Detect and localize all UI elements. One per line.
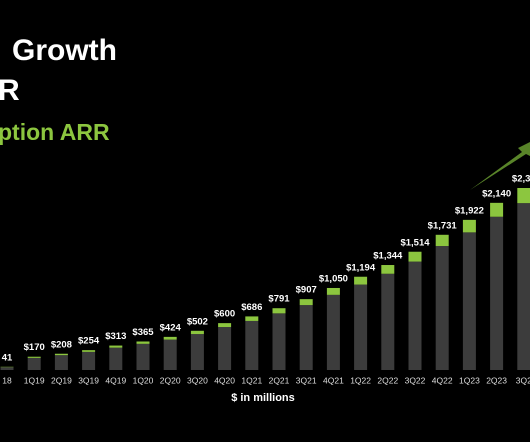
- x-tick-label: 1Q19: [24, 375, 45, 385]
- bar-base: [0, 367, 14, 370]
- x-tick-label: 3Q20: [187, 375, 208, 385]
- title-line: Growth: [12, 34, 117, 67]
- bar-top: [218, 323, 232, 328]
- x-tick-label: 3Q19: [78, 375, 99, 385]
- bar-base: [272, 313, 286, 370]
- x-tick-label: 1Q23: [459, 375, 480, 385]
- x-tick-label: 2Q21: [269, 375, 290, 385]
- value-label: $1,344: [373, 251, 403, 262]
- bar-base: [27, 357, 41, 370]
- x-tick-label: 1Q22: [350, 375, 371, 385]
- bar-base: [435, 246, 449, 370]
- bar-top: [408, 251, 422, 262]
- x-tick-label: 1Q21: [241, 375, 262, 385]
- bar-top: [435, 234, 449, 247]
- value-label: $2,33: [512, 174, 530, 185]
- bar-base: [136, 343, 150, 370]
- bar-top: [462, 219, 476, 233]
- bar-top: [82, 350, 96, 352]
- bar-base: [163, 339, 177, 370]
- value-label: $502: [187, 316, 208, 327]
- bar-base: [245, 320, 259, 370]
- bar-base: [354, 284, 368, 370]
- bar-top: [54, 353, 68, 356]
- value-label: $1,731: [428, 220, 458, 231]
- x-tick-label: 4Q20: [214, 375, 235, 385]
- value-label: $254: [78, 336, 100, 347]
- value-label: $907: [296, 285, 317, 296]
- bar-top: [354, 276, 368, 285]
- bar-top: [490, 202, 504, 217]
- value-label: $1,194: [346, 262, 376, 273]
- value-label: $424: [160, 322, 182, 333]
- value-label: $365: [132, 327, 154, 338]
- x-tick-label: 4Q21: [323, 375, 344, 385]
- x-tick-label: 2Q22: [377, 375, 398, 385]
- x-tick-label: 18: [2, 375, 12, 385]
- x-tick-label: 4Q19: [105, 375, 126, 385]
- bar-top: [163, 336, 177, 340]
- x-tick-label: 2Q23: [486, 375, 507, 385]
- bar-top: [27, 356, 41, 358]
- x-axis-label: $ in millions: [231, 392, 295, 404]
- bar-base: [109, 347, 123, 370]
- value-label: $1,514: [400, 237, 430, 248]
- value-label: $208: [51, 339, 72, 350]
- bar-top: [299, 299, 313, 306]
- bar-base: [190, 334, 204, 370]
- bar-base: [517, 203, 530, 370]
- bar-top: [136, 341, 150, 344]
- x-tick-label: 3Q2: [516, 375, 530, 385]
- value-label: $313: [105, 331, 126, 342]
- bar-top: [109, 345, 123, 348]
- value-label: $1,922: [455, 205, 484, 216]
- value-label: $1,050: [319, 273, 348, 284]
- subtitle: ption ARR: [0, 119, 110, 145]
- bar-top: [381, 265, 395, 274]
- value-label: 41: [2, 352, 13, 363]
- bar-base: [82, 351, 96, 370]
- x-tick-label: 4Q22: [432, 375, 453, 385]
- bar-base: [381, 273, 395, 370]
- value-label: $686: [241, 302, 262, 313]
- x-tick-label: 1Q20: [133, 375, 154, 385]
- bar-top: [326, 287, 340, 295]
- bar-top: [245, 316, 259, 321]
- bar-base: [408, 261, 422, 370]
- bar-base: [218, 327, 232, 370]
- bar-base: [54, 355, 68, 370]
- trend-arrow: [470, 142, 530, 190]
- bar-top: [190, 330, 204, 335]
- bar-top: [517, 188, 530, 204]
- value-label: $600: [214, 309, 235, 320]
- bar-top: [272, 308, 286, 314]
- bar-base: [462, 232, 476, 370]
- value-label: $2,140: [482, 188, 511, 199]
- x-tick-label: 3Q22: [405, 375, 426, 385]
- bar-base: [299, 305, 313, 370]
- x-tick-label: 3Q21: [296, 375, 317, 385]
- x-tick-label: 2Q19: [51, 375, 72, 385]
- bar-base: [490, 216, 504, 370]
- value-label: $170: [24, 342, 45, 353]
- value-label: $791: [268, 294, 290, 305]
- bar-base: [326, 294, 340, 370]
- x-tick-label: 2Q20: [160, 375, 181, 385]
- title-line: R: [0, 74, 20, 107]
